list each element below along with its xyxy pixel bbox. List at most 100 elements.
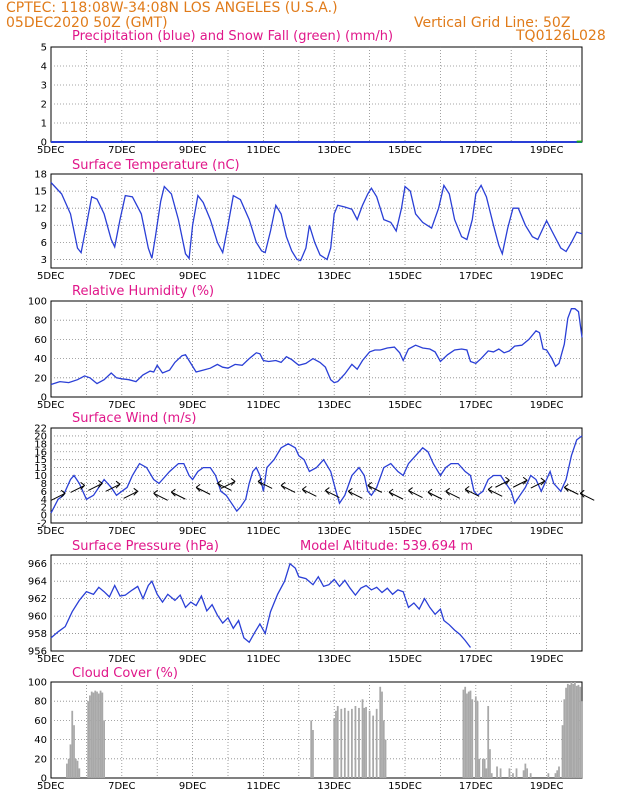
temperature-xtick-label: 15DEC <box>388 271 422 282</box>
cloud-cover-bar <box>512 773 514 778</box>
wind-barb <box>301 485 317 497</box>
cloud-cover-bar <box>99 690 102 778</box>
cloud-cover-bar <box>340 708 343 778</box>
humidity-panel: 0 20 40 60 80 100 5DEC 7DEC 9DEC 11DEC 13DEC 15DEC 1… <box>28 297 583 411</box>
cloud-cover-bar <box>333 718 336 778</box>
precip-xtick-label: 17DEC <box>459 145 493 156</box>
humidity-xtick-label: 9DEC <box>179 400 206 411</box>
cloud-cover-bar <box>529 773 532 778</box>
cloud-cover-bar <box>97 693 100 778</box>
wind-xtick-label: 13DEC <box>317 526 351 537</box>
cloud-cover-bar <box>78 768 81 778</box>
cloud-cover-bar <box>372 715 375 778</box>
precip-xtick-label: 13DEC <box>317 145 351 156</box>
temperature-xtick-label: 5DEC <box>37 271 64 282</box>
cloud-cover-bar <box>384 739 387 778</box>
wind-barb <box>105 480 121 492</box>
humidity-ytick-label: 40 <box>34 354 47 365</box>
pressure-ytick-label: 960 <box>28 612 47 623</box>
cloud-cover-bar <box>471 699 474 778</box>
precip-xtick-label: 15DEC <box>388 145 422 156</box>
pressure-xtick-label: 19DEC <box>530 654 564 665</box>
wind-xtick-label: 17DEC <box>459 526 493 537</box>
temperature-ytick-label: 15 <box>34 187 47 198</box>
wind-barb <box>257 478 273 489</box>
pressure-ytick-label: 966 <box>28 559 47 570</box>
wind-xtick-label: 9DEC <box>179 526 206 537</box>
cloud-cover-bar <box>487 706 490 778</box>
cloud-cover-bar <box>379 686 382 778</box>
wind-xtick-label: 11DEC <box>247 526 281 537</box>
precip-panel: 0 1 2 3 4 5 5DEC 7DEC 9DEC 11DEC 13DEC 15DEC 17DEC 19… <box>37 43 583 156</box>
precip-ytick-label: 4 <box>41 62 47 73</box>
cloud-cover-bar <box>375 708 378 778</box>
cloud-cover-bar <box>579 686 582 778</box>
humidity-xtick-label: 11DEC <box>247 400 281 411</box>
precip-ytick-label: 2 <box>41 100 47 111</box>
pressure-xtick-label: 5DEC <box>37 654 64 665</box>
humidity-frame <box>50 300 583 398</box>
wind-barb <box>487 485 503 497</box>
cloud-cover-bar <box>565 687 567 778</box>
precip-frame <box>50 46 583 143</box>
wind-panel-title: Surface Wind (m/s) <box>72 411 196 426</box>
cloud-panel: 0 20 40 60 80 100 5DEC 7DEC 9DEC 11DEC 13DEC 15DEC 1… <box>28 678 583 792</box>
precip-xtick-label: 5DEC <box>37 145 64 156</box>
cloud-cover-bar <box>489 749 491 778</box>
wind-barb <box>530 477 546 489</box>
wind-barb <box>50 489 66 501</box>
wind-barb <box>280 481 296 493</box>
precip-ytick-label: 3 <box>41 81 47 92</box>
wind-ytick-label: 20 <box>34 431 47 442</box>
cloud-cover-bar <box>354 706 357 778</box>
cloud-cover-bar <box>577 684 580 778</box>
cloud-cover-bar <box>462 689 465 778</box>
pressure-panel: 956 958 960 962 964 966 5DEC 7DEC 9DEC 11DEC 13DEC… <box>28 554 583 665</box>
wind-barb <box>408 487 423 498</box>
cloud-ytick-label: 100 <box>28 678 47 689</box>
wind-ytick-label: 15 <box>34 455 47 466</box>
header-datetime: 05DEC2020 50Z (GMT) <box>6 15 168 31</box>
humidity-xtick-label: 7DEC <box>108 400 135 411</box>
cloud-xtick-label: 7DEC <box>108 781 135 792</box>
humidity-xtick-label: 5DEC <box>37 400 64 411</box>
wind-ytick-label: 6 <box>41 487 47 498</box>
cloud-ytick-label: 0 <box>41 774 47 785</box>
cloud-cover-bar <box>464 686 467 778</box>
cloud-cover-bar <box>101 692 104 778</box>
wind-ytick-label: 2 <box>41 503 47 514</box>
wind-barb <box>464 485 480 497</box>
cloud-cover-bar <box>566 683 569 778</box>
precip-xtick-label: 9DEC <box>179 145 206 156</box>
cloud-cover-bar <box>524 763 527 778</box>
cloud-cover-bar <box>92 692 95 778</box>
cloud-ytick-label: 60 <box>34 716 47 727</box>
temperature-ytick-label: 12 <box>34 204 47 215</box>
pressure-xtick-label: 17DEC <box>459 654 493 665</box>
wind-barb <box>388 488 404 500</box>
cloud-xtick-label: 19DEC <box>530 781 564 792</box>
pressure-xtick-label: 7DEC <box>108 654 135 665</box>
pressure-series-line <box>50 562 472 648</box>
cloud-cover-bar <box>570 682 573 778</box>
pressure-panel-title: Surface Pressure (hPa) <box>72 539 219 554</box>
cloud-cover-bar <box>96 691 98 778</box>
wind-ytick-label: 4 <box>41 495 47 506</box>
cloud-cover-bar <box>363 707 366 778</box>
temperature-xtick-label: 11DEC <box>247 271 281 282</box>
cloud-cover-bar <box>347 710 350 778</box>
cloud-cover-bar <box>478 758 481 778</box>
humidity-xtick-label: 19DEC <box>530 400 564 411</box>
wind-xtick-label: 15DEC <box>388 526 422 537</box>
precip-ytick-label: 5 <box>41 43 47 54</box>
header-grid-note: Vertical Grid Line: 50Z <box>414 15 570 31</box>
wind-ytick-label: 10 <box>34 471 47 482</box>
wind-barb <box>88 480 103 491</box>
cloud-cover-bar <box>358 707 360 778</box>
cloud-xtick-label: 5DEC <box>37 781 64 792</box>
humidity-ytick-label: 60 <box>34 335 47 346</box>
cloud-cover-bar <box>336 706 339 778</box>
cloud-ytick-label: 20 <box>34 754 47 765</box>
cloud-cover-bar <box>554 773 557 778</box>
pressure-ytick-label: 958 <box>28 629 47 640</box>
